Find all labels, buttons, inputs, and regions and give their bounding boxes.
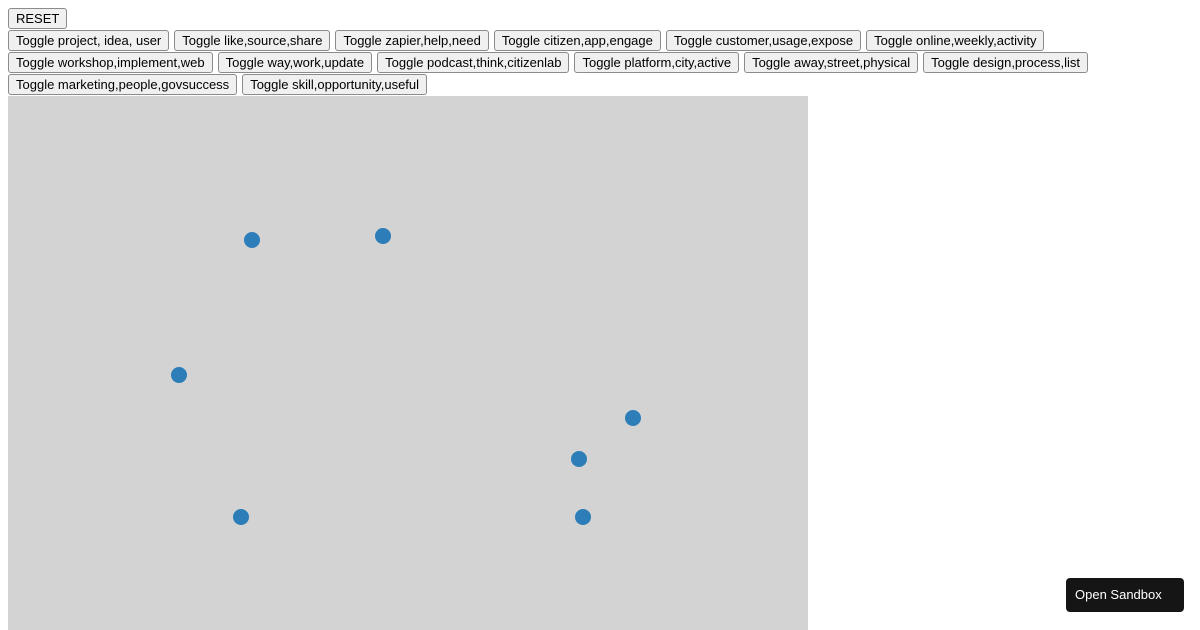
toggle-button[interactable]: Toggle project, idea, user	[8, 30, 170, 51]
scatter-point	[575, 509, 591, 525]
toggle-button[interactable]: Toggle workshop,implement,web	[8, 52, 213, 73]
toggle-button[interactable]: Toggle like,source,share	[174, 30, 331, 51]
scatter-point	[625, 410, 641, 426]
open-sandbox-button[interactable]: Open Sandbox	[1066, 578, 1184, 612]
toggle-button-row: Toggle marketing,people,govsuccess Toggle…	[8, 74, 1192, 95]
toggle-button[interactable]: Toggle podcast,think,citizenlab	[377, 52, 570, 73]
reset-button[interactable]: RESET	[8, 8, 68, 29]
toggle-button[interactable]: Toggle customer,usage,expose	[665, 30, 862, 51]
scatter-point	[233, 509, 249, 525]
toggle-button-row: Toggle project, idea, user Toggle like,so…	[8, 30, 1192, 51]
scatter-point	[244, 232, 260, 248]
toggle-button[interactable]: Toggle platform,city,active	[574, 52, 740, 73]
toggle-button[interactable]: Toggle way,work,update	[217, 52, 373, 73]
reset-row: RESET	[8, 8, 1192, 29]
toggle-button[interactable]: Toggle skill,opportunity,useful	[242, 74, 428, 95]
toggle-button-row: Toggle workshop,implement,web Toggle way,…	[8, 52, 1192, 73]
toggle-button[interactable]: Toggle design,process,list	[923, 52, 1088, 73]
scatter-point	[571, 451, 587, 467]
toggle-rows: Toggle project, idea, user Toggle like,so…	[8, 30, 1192, 95]
toggle-button[interactable]: Toggle citizen,app,engage	[493, 30, 661, 51]
toggle-button[interactable]: Toggle online,weekly,activity	[866, 30, 1045, 51]
scatter-point	[171, 367, 187, 383]
scatter-point	[375, 228, 391, 244]
scatter-plot	[8, 96, 808, 630]
toggle-button[interactable]: Toggle marketing,people,govsuccess	[8, 74, 238, 95]
toggle-button[interactable]: Toggle zapier,help,need	[335, 30, 489, 51]
toggle-button[interactable]: Toggle away,street,physical	[744, 52, 919, 73]
